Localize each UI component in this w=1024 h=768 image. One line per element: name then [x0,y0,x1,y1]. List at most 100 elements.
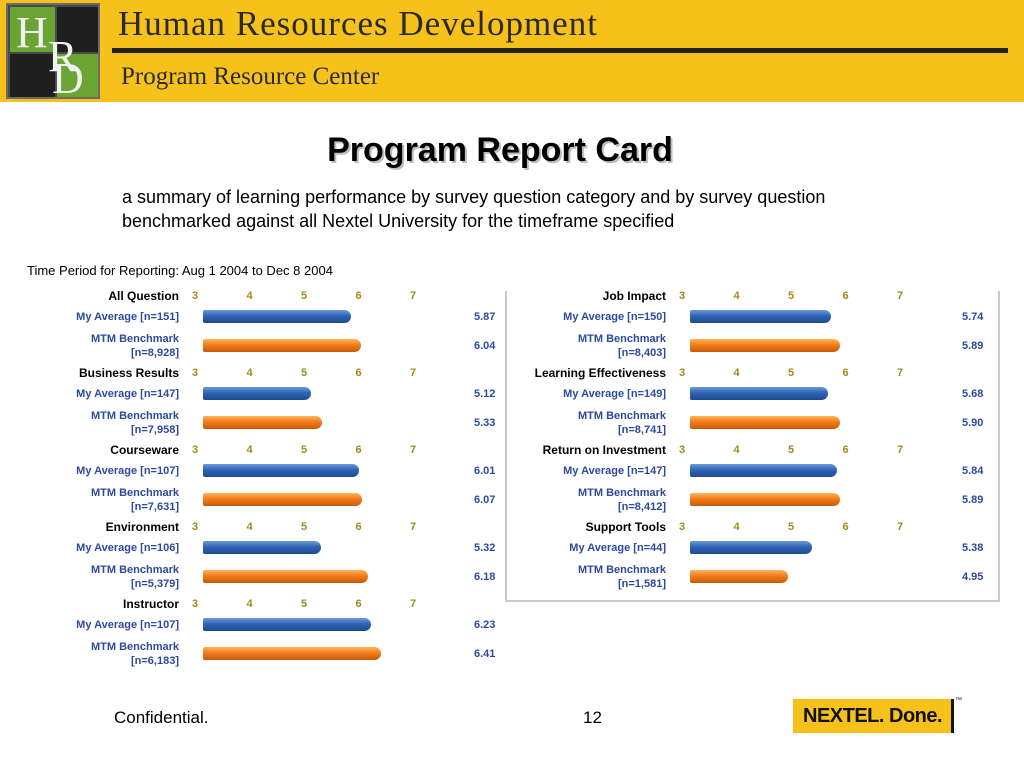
axis-tick-label: 3 [192,521,199,533]
page-subtitle: a summary of learning performance by sur… [122,187,826,231]
benchmark-label-line: MTM Benchmark [577,487,666,499]
axis-tick-label: 4 [246,444,253,456]
axis-tick-label: 4 [733,444,740,456]
benchmark-label-line: MTM Benchmark [577,564,666,576]
benchmark-bar [203,570,369,583]
benchmark-sample-size: [n=5,379] [131,578,179,590]
axis-tick-label: 6 [842,367,849,379]
axis-tick-label: 4 [733,367,740,379]
my-average-bar [690,310,832,323]
benchmark-label: MTM Benchmark [n=6,183] [91,640,179,668]
benchmark-label: MTM Benchmark [n=8,928] [91,332,179,360]
axis-tick-label: 3 [679,521,686,533]
axis-tick-label: 6 [355,444,362,456]
bar-value-label: 6.41 [474,648,496,660]
category-label: Courseware [110,443,179,457]
benchmark-label-line: MTM Benchmark [90,333,179,345]
axis-tick-label: 3 [679,290,686,302]
bar-value-label: 6.01 [474,465,496,477]
benchmark-label: MTM Benchmark [n=8,403] [578,332,666,360]
axis-tick-label: 5 [788,521,795,533]
benchmark-label: MTM Benchmark [n=8,741] [578,409,666,437]
trademark-mark: ™ [955,697,962,704]
my-average-label: My Average [n=151] [76,311,179,323]
banner-title: Human Resources Development [118,4,598,43]
benchmark-label: MTM Benchmark [n=7,958] [91,409,179,437]
bar-value-label: 5.33 [474,417,496,429]
bar-value-label: 5.84 [962,465,984,477]
axis-tick-label: 3 [679,444,686,456]
my-average-bar [690,464,837,477]
category-label: Environment [105,520,179,534]
benchmark-sample-size: [n=7,958] [131,424,179,436]
benchmark-label-line: MTM Benchmark [577,333,666,345]
category-label: Support Tools [585,520,666,534]
axis-tick-label: 4 [246,367,253,379]
benchmark-label-line: MTM Benchmark [577,410,666,422]
axis-tick-label: 6 [355,290,362,302]
logo-tile [57,7,98,52]
axis-tick-label: 5 [788,290,795,302]
logo-letter-d: D [52,54,84,103]
axis-tick-label: 7 [410,290,417,302]
category-label: Business Results [78,366,179,380]
axis-tick-label: 3 [679,367,686,379]
axis-tick-label: 7 [897,521,904,533]
my-average-label: My Average [n=149] [563,388,666,400]
bar-value-label: 5.32 [474,542,496,554]
benchmark-label: MTM Benchmark [n=1,581] [578,563,666,591]
benchmark-bar [690,493,840,506]
banner-subtitle: Program Resource Center [121,63,380,90]
benchmark-bar [690,339,840,352]
bar-value-label: 6.04 [474,340,496,352]
confidential-label: Confidential. [114,708,209,727]
bar-value-label: 4.95 [962,571,984,583]
benchmark-bar [203,647,381,660]
axis-tick-label: 5 [301,444,308,456]
my-average-bar [690,541,812,554]
axis-tick-label: 7 [410,367,417,379]
nextel-logo-text: NEXTEL. Done. [803,705,943,727]
header-banner: H R D Human Resources Development Progra… [0,0,1024,102]
axis-tick-label: 4 [733,290,740,302]
my-average-bar [203,618,372,631]
axis-tick-label: 7 [897,367,904,379]
my-average-label: My Average [n=107] [76,465,179,477]
benchmark-label-line: MTM Benchmark [90,487,179,499]
benchmark-sample-size: [n=6,183] [131,655,179,667]
axis-tick-label: 5 [301,521,308,533]
page-title: Program Report Card [327,131,673,169]
axis-tick-label: 5 [301,367,308,379]
my-average-bar [203,310,352,323]
benchmark-bar [203,339,361,352]
bar-value-label: 5.12 [474,388,496,400]
category-label: Job Impact [602,289,666,303]
axis-tick-label: 7 [410,521,417,533]
axis-tick-label: 3 [192,444,199,456]
category-label: Learning Effectiveness [534,366,666,380]
benchmark-label: MTM Benchmark [n=7,631] [91,486,179,514]
category-label: All Question [108,289,179,303]
axis-tick-label: 3 [192,290,199,302]
bar-value-label: 5.90 [962,417,984,429]
bar-value-label: 6.18 [474,571,496,583]
category-label: Instructor [122,597,179,611]
benchmark-label-line: MTM Benchmark [90,564,179,576]
axis-tick-label: 4 [246,598,253,610]
benchmark-label-line: MTM Benchmark [90,410,179,422]
axis-tick-label: 3 [192,598,199,610]
bar-value-label: 5.89 [962,494,984,506]
benchmark-label-line: MTM Benchmark [90,641,179,653]
axis-tick-label: 6 [355,521,362,533]
my-average-bar [203,387,311,400]
benchmark-bar [690,416,841,429]
bar-value-label: 6.23 [474,619,496,631]
benchmark-sample-size: [n=8,412] [618,501,666,513]
bar-value-label: 5.68 [962,388,984,400]
my-average-bar [203,464,360,477]
axis-tick-label: 6 [355,367,362,379]
bar-value-label: 5.89 [962,340,984,352]
axis-tick-label: 6 [842,521,849,533]
benchmark-sample-size: [n=7,631] [131,501,179,513]
banner-divider [112,48,1008,53]
